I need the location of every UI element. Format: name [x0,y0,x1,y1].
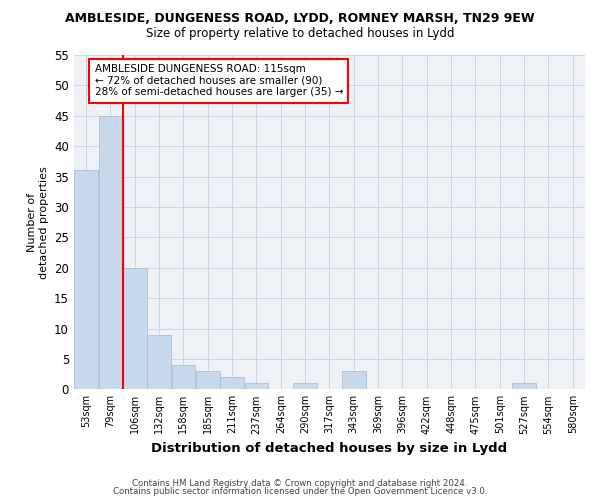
Bar [147,334,171,390]
Bar [98,116,122,390]
Text: Contains public sector information licensed under the Open Government Licence v3: Contains public sector information licen… [113,487,487,496]
Bar [172,365,195,390]
Text: Size of property relative to detached houses in Lydd: Size of property relative to detached ho… [146,28,454,40]
X-axis label: Distribution of detached houses by size in Lydd: Distribution of detached houses by size … [151,442,508,455]
Bar [245,383,268,390]
Bar [196,371,220,390]
Text: Contains HM Land Registry data © Crown copyright and database right 2024.: Contains HM Land Registry data © Crown c… [132,478,468,488]
Bar [293,383,317,390]
Bar [123,268,146,390]
Bar [74,170,98,390]
Text: AMBLESIDE DUNGENESS ROAD: 115sqm
← 72% of detached houses are smaller (90)
28% o: AMBLESIDE DUNGENESS ROAD: 115sqm ← 72% o… [95,64,343,98]
Bar [220,377,244,390]
Text: AMBLESIDE, DUNGENESS ROAD, LYDD, ROMNEY MARSH, TN29 9EW: AMBLESIDE, DUNGENESS ROAD, LYDD, ROMNEY … [65,12,535,26]
Bar [512,383,536,390]
Y-axis label: Number of
detached properties: Number of detached properties [27,166,49,278]
Bar [342,371,365,390]
